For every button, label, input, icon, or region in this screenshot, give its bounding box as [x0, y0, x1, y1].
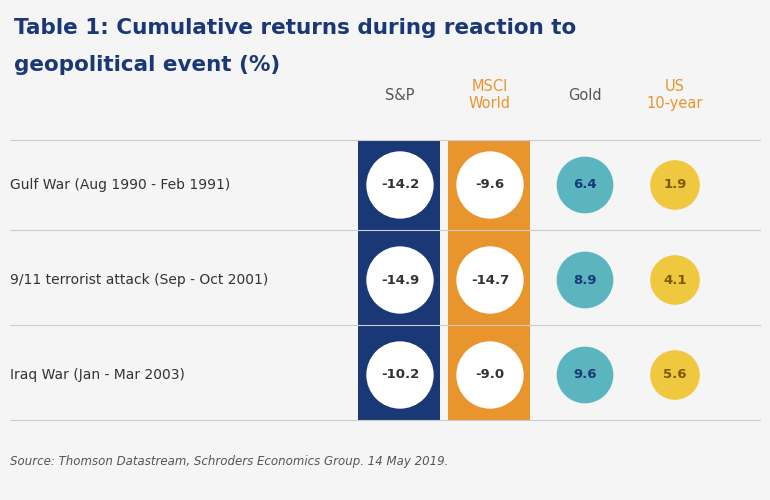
Point — [484, 371, 496, 379]
Text: 6.4: 6.4 — [573, 178, 597, 192]
Point — [669, 181, 681, 189]
Text: MSCI
World: MSCI World — [469, 79, 511, 111]
Text: -14.7: -14.7 — [471, 274, 509, 286]
Text: Table 1: Cumulative returns during reaction to: Table 1: Cumulative returns during react… — [14, 18, 576, 38]
Point — [393, 371, 406, 379]
Bar — [448, 140, 530, 420]
Point — [484, 276, 496, 284]
Text: Gulf War (Aug 1990 - Feb 1991): Gulf War (Aug 1990 - Feb 1991) — [10, 178, 230, 192]
Text: geopolitical event (%): geopolitical event (%) — [14, 55, 280, 75]
Text: 8.9: 8.9 — [573, 274, 597, 286]
Text: 9/11 terrorist attack (Sep - Oct 2001): 9/11 terrorist attack (Sep - Oct 2001) — [10, 273, 268, 287]
Text: Source: Thomson Datastream, Schroders Economics Group. 14 May 2019.: Source: Thomson Datastream, Schroders Ec… — [10, 455, 448, 468]
Bar — [358, 140, 440, 420]
Text: 9.6: 9.6 — [573, 368, 597, 382]
Text: -10.2: -10.2 — [381, 368, 419, 382]
Point — [669, 371, 681, 379]
Point — [579, 181, 591, 189]
Text: 1.9: 1.9 — [663, 178, 687, 192]
Text: Iraq War (Jan - Mar 2003): Iraq War (Jan - Mar 2003) — [10, 368, 185, 382]
Point — [484, 181, 496, 189]
Point — [579, 276, 591, 284]
Text: Gold: Gold — [568, 88, 602, 102]
Text: -14.2: -14.2 — [381, 178, 419, 192]
Point — [669, 276, 681, 284]
Point — [393, 276, 406, 284]
Text: 5.6: 5.6 — [663, 368, 687, 382]
Text: 4.1: 4.1 — [663, 274, 687, 286]
Point — [393, 181, 406, 189]
Text: -14.9: -14.9 — [381, 274, 419, 286]
Point — [579, 371, 591, 379]
Text: S&P: S&P — [385, 88, 415, 102]
Text: US
10-year: US 10-year — [647, 79, 703, 111]
Text: -9.6: -9.6 — [475, 178, 504, 192]
Text: -9.0: -9.0 — [475, 368, 504, 382]
